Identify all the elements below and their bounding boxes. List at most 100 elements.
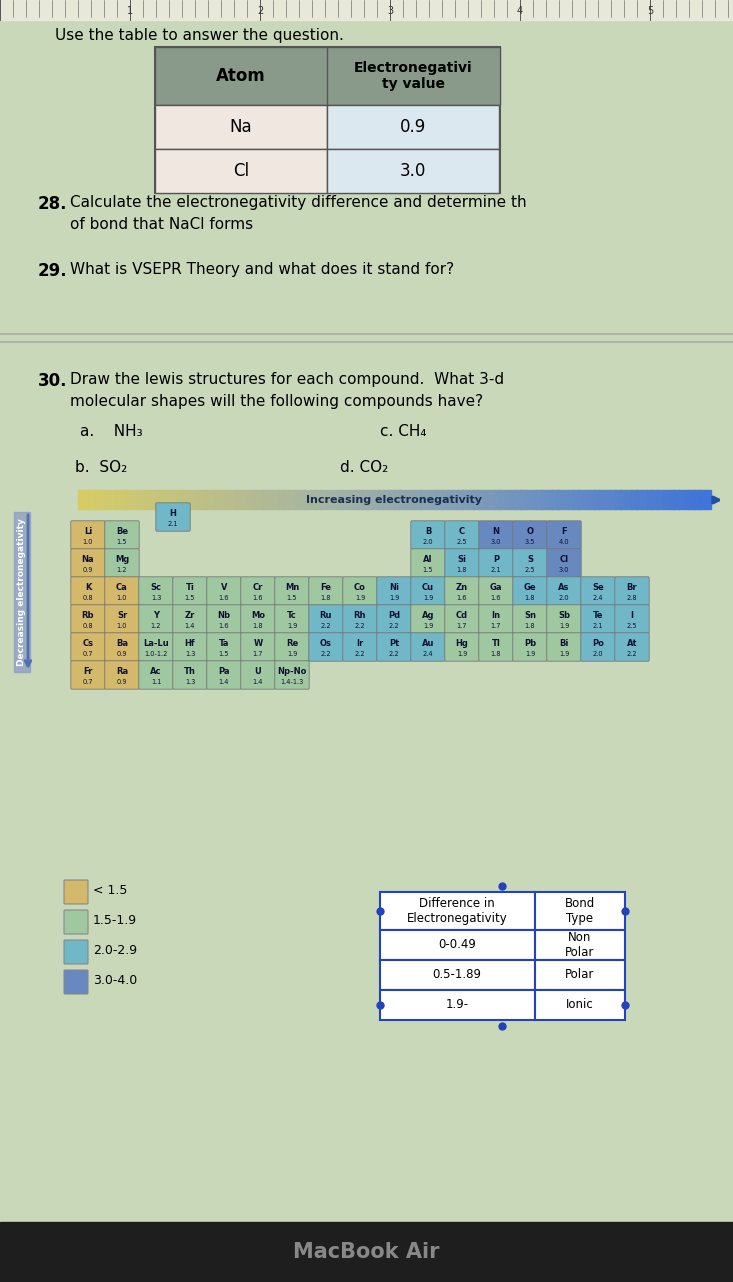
Text: Hg: Hg xyxy=(456,638,468,647)
Bar xyxy=(89,490,95,509)
Text: Cl: Cl xyxy=(233,162,249,179)
Bar xyxy=(504,490,510,509)
Text: Sc: Sc xyxy=(150,582,161,591)
Text: 2.5: 2.5 xyxy=(627,623,637,628)
Bar xyxy=(436,490,442,509)
Text: 0-0.49: 0-0.49 xyxy=(438,938,476,951)
FancyBboxPatch shape xyxy=(615,577,649,605)
Bar xyxy=(494,490,500,509)
Text: 1: 1 xyxy=(127,6,133,15)
Bar xyxy=(641,490,647,509)
Text: Ca: Ca xyxy=(116,582,128,591)
Text: Mo: Mo xyxy=(251,610,265,619)
Bar xyxy=(626,490,632,509)
Text: Pd: Pd xyxy=(388,610,400,619)
Text: Sr: Sr xyxy=(117,610,127,619)
Bar xyxy=(273,490,279,509)
Bar xyxy=(463,490,468,509)
FancyBboxPatch shape xyxy=(309,577,343,605)
Bar xyxy=(542,490,548,509)
FancyBboxPatch shape xyxy=(64,970,88,994)
Text: Pt: Pt xyxy=(389,638,399,647)
Bar xyxy=(446,490,452,509)
Text: 1.9: 1.9 xyxy=(388,595,399,600)
Bar xyxy=(289,490,295,509)
Bar xyxy=(631,490,637,509)
Bar xyxy=(405,490,410,509)
FancyBboxPatch shape xyxy=(275,577,309,605)
Bar xyxy=(110,490,115,509)
Bar xyxy=(535,960,625,990)
Text: 1.4: 1.4 xyxy=(185,623,195,628)
Text: 1.3: 1.3 xyxy=(185,678,195,685)
Text: Draw the lewis structures for each compound.  What 3-d: Draw the lewis structures for each compo… xyxy=(70,372,504,387)
Text: Bi: Bi xyxy=(559,638,569,647)
Text: 4.0: 4.0 xyxy=(559,538,570,545)
Bar xyxy=(468,490,474,509)
Text: 1.5: 1.5 xyxy=(117,538,128,545)
Bar xyxy=(394,490,399,509)
Text: Cd: Cd xyxy=(456,610,468,619)
Bar xyxy=(380,960,535,990)
FancyBboxPatch shape xyxy=(513,520,548,549)
Text: Y: Y xyxy=(153,610,159,619)
Text: 1.4: 1.4 xyxy=(253,678,263,685)
Text: 3.5: 3.5 xyxy=(525,538,535,545)
FancyBboxPatch shape xyxy=(547,520,581,549)
FancyBboxPatch shape xyxy=(207,577,241,605)
Bar xyxy=(173,490,179,509)
FancyBboxPatch shape xyxy=(309,633,343,662)
Bar xyxy=(14,512,30,672)
Bar xyxy=(380,990,535,1020)
Bar xyxy=(199,490,205,509)
Bar xyxy=(535,892,625,929)
Text: At: At xyxy=(627,638,637,647)
Text: What is VSEPR Theory and what does it stand for?: What is VSEPR Theory and what does it st… xyxy=(70,262,454,277)
Bar xyxy=(352,490,358,509)
FancyBboxPatch shape xyxy=(445,605,479,633)
Text: N: N xyxy=(493,527,499,536)
FancyBboxPatch shape xyxy=(64,940,88,964)
FancyBboxPatch shape xyxy=(105,660,139,690)
Text: 3.0: 3.0 xyxy=(399,162,426,179)
Bar xyxy=(327,149,499,194)
Bar xyxy=(342,490,347,509)
Text: 1.4-1.3: 1.4-1.3 xyxy=(281,678,303,685)
Text: 1.8: 1.8 xyxy=(253,623,263,628)
FancyBboxPatch shape xyxy=(275,605,309,633)
Bar xyxy=(457,490,463,509)
Bar xyxy=(499,490,505,509)
Text: Zr: Zr xyxy=(185,610,195,619)
Bar xyxy=(689,490,695,509)
Bar xyxy=(155,47,500,194)
Bar xyxy=(136,490,141,509)
Bar xyxy=(99,490,105,509)
Text: of bond that NaCl forms: of bond that NaCl forms xyxy=(70,217,253,232)
Text: Cl: Cl xyxy=(559,555,569,564)
Text: 5: 5 xyxy=(647,6,653,15)
Bar xyxy=(573,490,579,509)
Bar xyxy=(647,490,652,509)
Bar xyxy=(383,490,389,509)
Bar xyxy=(652,490,658,509)
Bar xyxy=(299,490,305,509)
Text: 1.5: 1.5 xyxy=(218,650,229,656)
Bar xyxy=(562,490,568,509)
Bar xyxy=(410,490,416,509)
Bar xyxy=(600,490,605,509)
Text: 1.6: 1.6 xyxy=(491,595,501,600)
Bar xyxy=(231,490,237,509)
Text: 1.7: 1.7 xyxy=(457,623,467,628)
Text: Decreasing electronegativity: Decreasing electronegativity xyxy=(18,518,26,665)
Bar xyxy=(679,490,684,509)
Bar xyxy=(583,490,589,509)
Text: MacBook Air: MacBook Air xyxy=(292,1242,439,1261)
Bar xyxy=(526,490,531,509)
Text: 2.0-2.9: 2.0-2.9 xyxy=(93,945,137,958)
Bar xyxy=(120,490,126,509)
Bar xyxy=(315,490,321,509)
FancyBboxPatch shape xyxy=(513,549,548,577)
Text: W: W xyxy=(254,638,262,647)
Bar xyxy=(415,490,421,509)
Bar xyxy=(0,0,733,21)
